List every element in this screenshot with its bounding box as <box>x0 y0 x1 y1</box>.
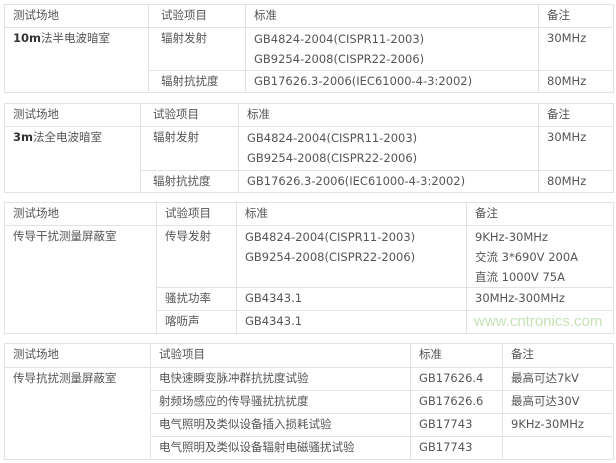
note-cell: 9KHz-30MHz 交流 3*690V 200A 直流 1000V 75A <box>466 225 614 288</box>
site-cell: 传导抗扰测量屏蔽室 <box>4 367 151 460</box>
standard-cell: GB17626.4 <box>410 367 503 391</box>
note-cell <box>502 436 614 460</box>
standard-cell: GB17743 <box>410 413 503 437</box>
header-note: 备注 <box>466 202 614 226</box>
header-standard: 标准 <box>236 202 467 226</box>
table-row: 骚扰功率 GB4343.1 30MHz-300MHz <box>5 287 614 311</box>
item-cell: 电气照明及类似设备辐射电磁骚扰试验 <box>150 436 411 460</box>
header-standard: 标准 <box>238 103 539 127</box>
header-item: 试验项目 <box>156 202 237 226</box>
header-standard: 标准 <box>245 4 539 28</box>
table-row: 电气照明及类似设备辐射电磁骚扰试验 GB17743 <box>5 436 614 460</box>
item-cell: 喀呖声 <box>156 310 237 334</box>
standard-cell: GB17743 <box>410 436 503 460</box>
header-standard: 标准 <box>410 343 503 368</box>
note-cell: 最高可达30V <box>502 390 614 414</box>
header-site: 测试场地 <box>4 103 141 127</box>
item-cell: 辐射抗扰度 <box>140 170 239 193</box>
site-cell: 10m法半电波暗室 <box>4 27 149 93</box>
header-site: 测试场地 <box>4 4 149 28</box>
item-cell: 骚扰功率 <box>156 287 237 311</box>
table-header: 测试场地 试验项目 标准 备注 <box>4 343 614 368</box>
table-10m-chamber: 测试场地 试验项目 标准 备注 10m法半电波暗室 辐射发射 GB4824-20… <box>4 4 614 93</box>
table-header: 测试场地 试验项目 标准 备注 <box>4 103 614 127</box>
note-cell: 最高可达7kV <box>502 367 614 391</box>
note-cell: 30MHz <box>538 27 614 71</box>
standard-cell: GB17626.3-2006(IEC61000-4-3:2002) <box>238 170 539 193</box>
item-cell: 传导发射 <box>156 225 237 288</box>
header-item: 试验项目 <box>148 4 246 28</box>
table-header: 测试场地 试验项目 标准 备注 <box>4 202 614 226</box>
table-row: 传导干扰测量屏蔽室 传导发射 GB4824-2004(CISPR11-2003)… <box>4 225 614 334</box>
table-row: 喀呖声 GB4343.1 <box>5 310 614 334</box>
standard-cell: GB4343.1 <box>236 287 467 311</box>
header-item: 试验项目 <box>140 103 239 127</box>
table-row: 电气照明及类似设备插入损耗试验 GB17743 9KHz-30MHz <box>5 413 614 437</box>
header-note: 备注 <box>538 4 614 28</box>
item-cell: 射频场感应的传导骚扰抗扰度 <box>150 390 411 414</box>
item-cell: 电快速瞬变脉冲群抗扰度试验 <box>150 367 411 391</box>
watermark: www.cntronics.com <box>474 313 603 330</box>
header-note: 备注 <box>502 343 614 368</box>
table-row: 10m法半电波暗室 辐射发射 GB4824-2004(CISPR11-2003)… <box>4 27 614 93</box>
header-site: 测试场地 <box>4 202 157 226</box>
table-conducted-immunity: 测试场地 试验项目 标准 备注 传导抗扰测量屏蔽室 电快速瞬变脉冲群抗扰度试验 … <box>4 343 614 460</box>
standard-cell: GB17626.6 <box>410 390 503 414</box>
table-row: 3m法全电波暗室 辐射发射 GB4824-2004(CISPR11-2003) G… <box>4 126 614 193</box>
note-cell: 30MHz <box>538 126 614 171</box>
header-site: 测试场地 <box>4 343 151 368</box>
table-row: 辐射抗扰度 GB17626.3-2006(IEC61000-4-3:2002) … <box>5 70 614 93</box>
table-header: 测试场地 试验项目 标准 备注 <box>4 4 614 28</box>
table-row: 辐射抗扰度 GB17626.3-2006(IEC61000-4-3:2002) … <box>5 170 614 193</box>
site-cell: 传导干扰测量屏蔽室 <box>4 225 157 334</box>
note-cell <box>466 310 614 334</box>
item-cell: 辐射发射 <box>148 27 246 71</box>
note-cell: 9KHz-30MHz <box>502 413 614 437</box>
table-row: 传导抗扰测量屏蔽室 电快速瞬变脉冲群抗扰度试验 GB17626.4 最高可达7k… <box>4 367 614 460</box>
standard-cell: GB4343.1 <box>236 310 467 334</box>
site-cell: 3m法全电波暗室 <box>4 126 141 193</box>
standard-cell: GB4824-2004(CISPR11-2003) GB9254-2008(CIS… <box>238 126 539 171</box>
standard-cell: GB4824-2004(CISPR11-2003) GB9254-2008(CIS… <box>236 225 467 288</box>
standard-cell: GB17626.3-2006(IEC61000-4-3:2002) <box>245 70 539 93</box>
note-cell: 80MHz <box>538 70 614 93</box>
table-row: 射频场感应的传导骚扰抗扰度 GB17626.6 最高可达30V <box>5 390 614 414</box>
table-3m-chamber: 测试场地 试验项目 标准 备注 3m法全电波暗室 辐射发射 GB4824-200… <box>4 103 614 193</box>
standard-cell: GB4824-2004(CISPR11-2003) GB9254-2008(CIS… <box>245 27 539 71</box>
note-cell: 30MHz-300MHz <box>466 287 614 311</box>
header-item: 试验项目 <box>150 343 411 368</box>
table-conducted-emission: 测试场地 试验项目 标准 备注 传导干扰测量屏蔽室 传导发射 GB4824-20… <box>4 202 614 334</box>
item-cell: 辐射抗扰度 <box>148 70 246 93</box>
item-cell: 辐射发射 <box>140 126 239 171</box>
note-cell: 80MHz <box>538 170 614 193</box>
item-cell: 电气照明及类似设备插入损耗试验 <box>150 413 411 437</box>
header-note: 备注 <box>538 103 614 127</box>
